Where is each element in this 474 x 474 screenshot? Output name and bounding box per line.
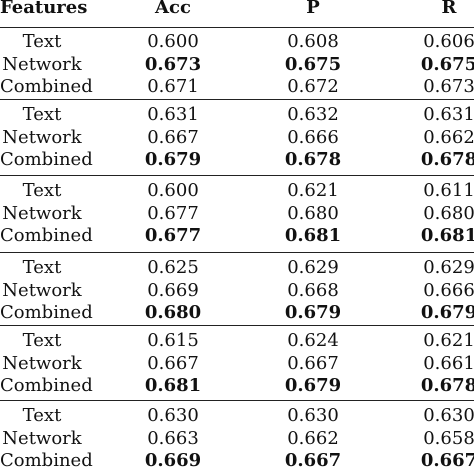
cell-r: 0.667 [420, 450, 474, 471]
cell-acc: 0.669 [144, 450, 202, 471]
cell-feature: Text [22, 180, 62, 201]
cell-p: 0.678 [284, 149, 342, 170]
cell-feature: Network [2, 427, 82, 449]
cell-p: 0.679 [284, 375, 342, 396]
cell-acc: 0.673 [144, 53, 202, 75]
cell-r: 0.621 [423, 330, 474, 351]
cell-acc: 0.680 [144, 302, 202, 323]
cell-feature: Combined [0, 149, 93, 170]
cell-acc: 0.625 [147, 257, 199, 278]
cell-r: 0.681 [420, 225, 474, 246]
cell-feature: Network [2, 352, 82, 374]
cell-p: 0.667 [287, 352, 339, 374]
cell-r: 0.678 [420, 149, 474, 170]
cell-feature: Text [22, 257, 62, 278]
cell-r: 0.673 [423, 76, 474, 97]
cell-p: 0.679 [284, 302, 342, 323]
cell-acc: 0.669 [147, 279, 199, 301]
cell-r: 0.658 [423, 427, 474, 449]
cell-acc: 0.615 [147, 330, 199, 351]
cell-acc: 0.677 [144, 225, 202, 246]
header-acc: Acc [155, 0, 191, 18]
cell-acc: 0.663 [147, 427, 199, 449]
cell-feature: Text [22, 405, 62, 426]
cell-feature: Combined [0, 375, 93, 396]
cell-feature: Network [2, 53, 82, 75]
cell-r: 0.629 [423, 257, 474, 278]
group-divider [0, 252, 474, 253]
cell-acc: 0.671 [147, 76, 199, 97]
cell-feature: Text [22, 104, 62, 125]
cell-r: 0.679 [420, 302, 474, 323]
table-header: Features Acc P R [0, 0, 474, 28]
cell-feature: Network [2, 126, 82, 148]
header-r: R [441, 0, 457, 18]
cell-p: 0.630 [287, 405, 339, 426]
cell-p: 0.608 [287, 31, 339, 52]
cell-p: 0.675 [284, 53, 342, 75]
cell-r: 0.661 [423, 352, 474, 374]
cell-r: 0.631 [423, 104, 474, 125]
cell-acc: 0.679 [144, 149, 202, 170]
cell-acc: 0.600 [147, 180, 199, 201]
cell-feature: Combined [0, 225, 93, 246]
cell-r: 0.662 [423, 126, 474, 148]
cell-acc: 0.631 [147, 104, 199, 125]
cell-feature: Text [22, 31, 62, 52]
group-divider [0, 99, 474, 100]
cell-r: 0.606 [423, 31, 474, 52]
header-p: P [306, 0, 320, 18]
cell-feature: Combined [0, 450, 93, 471]
cell-p: 0.666 [287, 126, 339, 148]
cell-r: 0.630 [423, 405, 474, 426]
cell-acc: 0.681 [144, 375, 202, 396]
cell-p: 0.667 [284, 450, 342, 471]
cell-feature: Network [2, 279, 82, 301]
cell-p: 0.681 [284, 225, 342, 246]
cell-acc: 0.630 [147, 405, 199, 426]
header-features: Features [0, 0, 88, 18]
header-divider [0, 27, 474, 28]
cell-r: 0.675 [420, 53, 474, 75]
cell-feature: Combined [0, 302, 93, 323]
cell-acc: 0.667 [147, 352, 199, 374]
group-divider [0, 325, 474, 326]
cell-p: 0.668 [287, 279, 339, 301]
cell-acc: 0.677 [147, 202, 199, 224]
cell-r: 0.680 [423, 202, 474, 224]
cell-acc: 0.600 [147, 31, 199, 52]
cell-p: 0.629 [287, 257, 339, 278]
cell-feature: Network [2, 202, 82, 224]
cell-feature: Text [22, 330, 62, 351]
cell-p: 0.621 [287, 180, 339, 201]
cell-p: 0.680 [287, 202, 339, 224]
group-divider [0, 400, 474, 401]
cell-r: 0.666 [423, 279, 474, 301]
cell-acc: 0.667 [147, 126, 199, 148]
cell-p: 0.672 [287, 76, 339, 97]
cell-r: 0.611 [423, 180, 474, 201]
cell-p: 0.624 [287, 330, 339, 351]
cell-feature: Combined [0, 76, 93, 97]
cell-r: 0.678 [420, 375, 474, 396]
cell-p: 0.662 [287, 427, 339, 449]
cell-p: 0.632 [287, 104, 339, 125]
group-divider [0, 175, 474, 176]
